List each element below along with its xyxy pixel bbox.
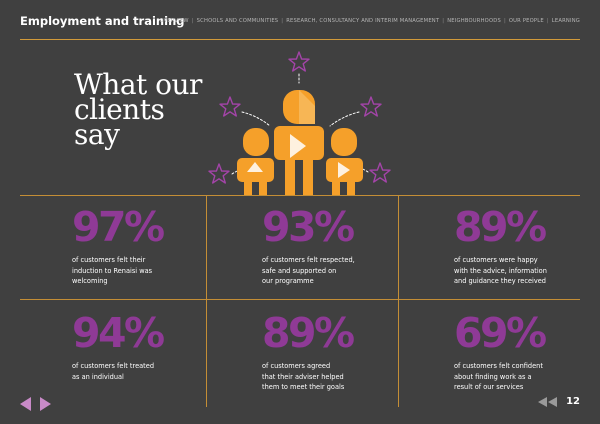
- stat-description: of customers felt respected, safe and su…: [262, 255, 392, 287]
- stat-description-line: welcoming: [72, 277, 108, 285]
- person-left-icon: [237, 128, 274, 196]
- nav-separator: |: [442, 18, 445, 24]
- person-center-icon: [274, 90, 324, 196]
- grid-divider-right: [398, 195, 399, 407]
- nav-overview[interactable]: OVERVIEW: [159, 18, 189, 24]
- next-page-button: [40, 397, 51, 411]
- stat-description-line: of customers felt respected,: [262, 256, 355, 264]
- stat-card: 97% of customers felt their induction to…: [72, 206, 202, 287]
- headline-line-3: say: [74, 118, 120, 151]
- page-number: 12: [566, 396, 580, 407]
- nav-our-people[interactable]: OUR PEOPLE: [508, 18, 544, 24]
- person-right-icon: [326, 128, 363, 196]
- stat-description: of customers were happy with the advice,…: [454, 255, 584, 287]
- top-navigation: OVERVIEW | SCHOOLS AND COMMUNITIES | RES…: [159, 18, 580, 24]
- header-rule: [20, 39, 580, 40]
- stat-description-line: that their adviser helped: [262, 372, 344, 381]
- stat-value: 93%: [262, 203, 355, 251]
- stat-description-line: them to meet their goals: [262, 383, 345, 391]
- nav-neighbourhoods[interactable]: NEIGHBOURHOODS: [447, 18, 501, 24]
- stat-description-line: of customers felt treated: [72, 362, 154, 370]
- stat-description-line: about finding work as a: [454, 372, 532, 381]
- people-illustration-icon: [208, 51, 391, 196]
- star-icon: [208, 163, 230, 184]
- nav-research-consultancy[interactable]: RESEARCH, CONSULTANCY AND INTERIM MANAGE…: [286, 18, 440, 24]
- stat-description-line: safe and supported on: [262, 266, 337, 275]
- stat-value: 97%: [72, 203, 165, 251]
- star-icon: [288, 51, 310, 72]
- page-control: 12: [538, 396, 580, 407]
- stat-description-line: induction to Renaisi was: [72, 266, 153, 275]
- stat-description-line: with the advice, information: [454, 266, 547, 275]
- stat-description: of customers agreed that their adviser h…: [262, 361, 392, 393]
- nav-schools-and-communities[interactable]: SCHOOLS AND COMMUNITIES: [196, 18, 279, 24]
- headline-line-1: What our: [74, 68, 202, 101]
- stat-description-line: our programme: [262, 277, 314, 285]
- stat-description-line: as an individual: [72, 372, 124, 381]
- grid-rule-middle: [20, 299, 580, 300]
- nav-learning[interactable]: LEARNING: [551, 18, 580, 24]
- nav-separator: |: [503, 18, 506, 24]
- stat-description: of customers felt treated as an individu…: [72, 361, 202, 382]
- stat-description-line: of customers were happy: [454, 256, 538, 264]
- grid-rule-top: [20, 195, 580, 196]
- star-icon: [369, 162, 391, 183]
- nav-separator: |: [281, 18, 284, 24]
- stat-value: 94%: [72, 309, 165, 357]
- stat-value: 69%: [454, 309, 547, 357]
- stat-description-line: of customers agreed: [262, 362, 331, 370]
- section-title: Employment and training: [20, 14, 185, 28]
- prev-next-arrows-icon: [20, 396, 52, 415]
- stat-description-line: result of our services: [454, 383, 524, 391]
- stat-value: 89%: [262, 309, 355, 357]
- stat-card: 69% of customers felt confident about fi…: [454, 312, 584, 393]
- stat-description-line: and guidance they received: [454, 277, 546, 285]
- stat-card: 93% of customers felt respected, safe an…: [262, 206, 392, 287]
- stat-card: 89% of customers were happy with the adv…: [454, 206, 584, 287]
- nav-separator: |: [191, 18, 194, 24]
- stat-description: of customers felt confident about findin…: [454, 361, 584, 393]
- previous-page-button: [20, 397, 31, 411]
- grid-divider-left: [206, 195, 207, 407]
- stat-value: 89%: [454, 203, 547, 251]
- stat-card: 94% of customers felt treated as an indi…: [72, 312, 202, 382]
- stat-description: of customers felt their induction to Ren…: [72, 255, 202, 287]
- star-icon: [219, 96, 241, 117]
- nav-separator: |: [546, 18, 549, 24]
- stat-description-line: of customers felt confident: [454, 362, 543, 370]
- page-headline: What our clients say: [74, 68, 202, 151]
- stat-card: 89% of customers agreed that their advis…: [262, 312, 392, 393]
- stat-description-line: of customers felt their: [72, 256, 146, 264]
- headline-line-2: clients: [74, 93, 165, 126]
- star-icon: [360, 96, 382, 117]
- rewind-icon[interactable]: [538, 396, 558, 407]
